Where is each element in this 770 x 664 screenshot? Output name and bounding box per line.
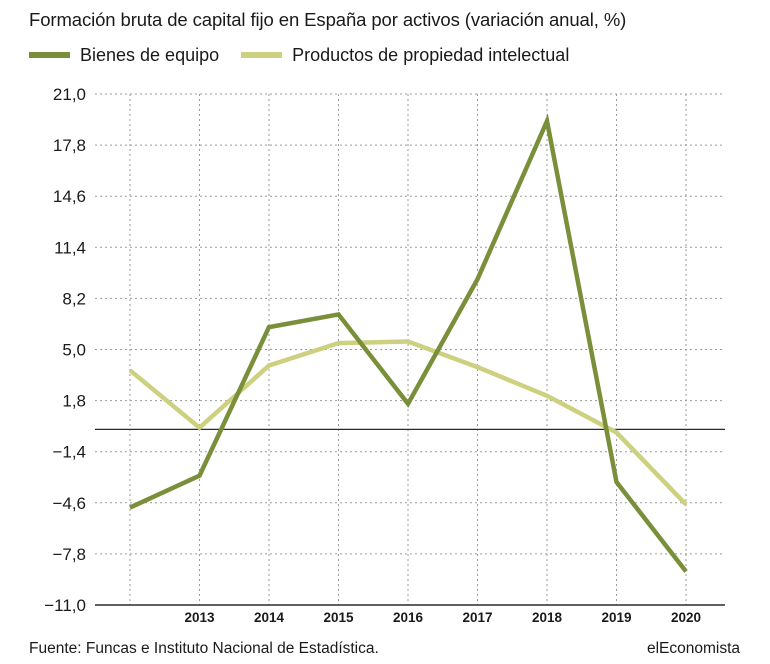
series-line-productos-propiedad-intelectual bbox=[128, 339, 688, 506]
y-tick-label: 14,6 bbox=[53, 187, 86, 206]
x-tick-label: 2017 bbox=[462, 610, 492, 625]
y-tick-label: 5,0 bbox=[62, 341, 86, 360]
legend-label-productos-propiedad-intelectual: Productos de propiedad intelectual bbox=[292, 44, 570, 65]
chart-title: Formación bruta de capital fijo en Españ… bbox=[29, 9, 627, 30]
y-tick-label: 21,0 bbox=[53, 85, 86, 104]
legend-item-bienes-de-equipo: Bienes de equipo bbox=[29, 45, 219, 66]
y-tick-label: 17,8 bbox=[53, 136, 86, 155]
x-tick-label: 2018 bbox=[532, 610, 563, 625]
source-note: Fuente: Funcas e Instituto Nacional de E… bbox=[29, 640, 379, 657]
y-tick-label: −7,8 bbox=[52, 545, 86, 564]
series-line-bienes-de-equipo bbox=[129, 113, 688, 573]
y-tick-label: −1,4 bbox=[52, 443, 86, 462]
y-tick-label: −11,0 bbox=[44, 596, 86, 615]
brand-logo-text: elEconomista bbox=[646, 640, 740, 657]
legend-swatch-bienes-de-equipo bbox=[29, 52, 70, 58]
x-tick-label: 2015 bbox=[323, 610, 354, 625]
x-tick-label: 2019 bbox=[601, 610, 631, 625]
legend-swatch-productos-propiedad-intelectual bbox=[241, 52, 283, 58]
y-tick-label: 1,8 bbox=[62, 392, 86, 411]
x-tick-label: 2014 bbox=[254, 610, 285, 625]
y-tick-label: 11,4 bbox=[54, 238, 86, 257]
x-tick-label: 2016 bbox=[393, 610, 424, 625]
x-tick-label: 2020 bbox=[671, 610, 701, 625]
legend-item-productos-propiedad-intelectual: Productos de propiedad intelectual bbox=[241, 45, 569, 66]
y-tick-label: 8,2 bbox=[62, 289, 86, 308]
y-tick-label: −4,6 bbox=[52, 494, 86, 513]
legend-label-bienes-de-equipo: Bienes de equipo bbox=[80, 44, 220, 65]
x-tick-label: 2013 bbox=[184, 610, 215, 625]
chart-legend: Bienes de equipo Productos de propiedad … bbox=[29, 44, 591, 66]
